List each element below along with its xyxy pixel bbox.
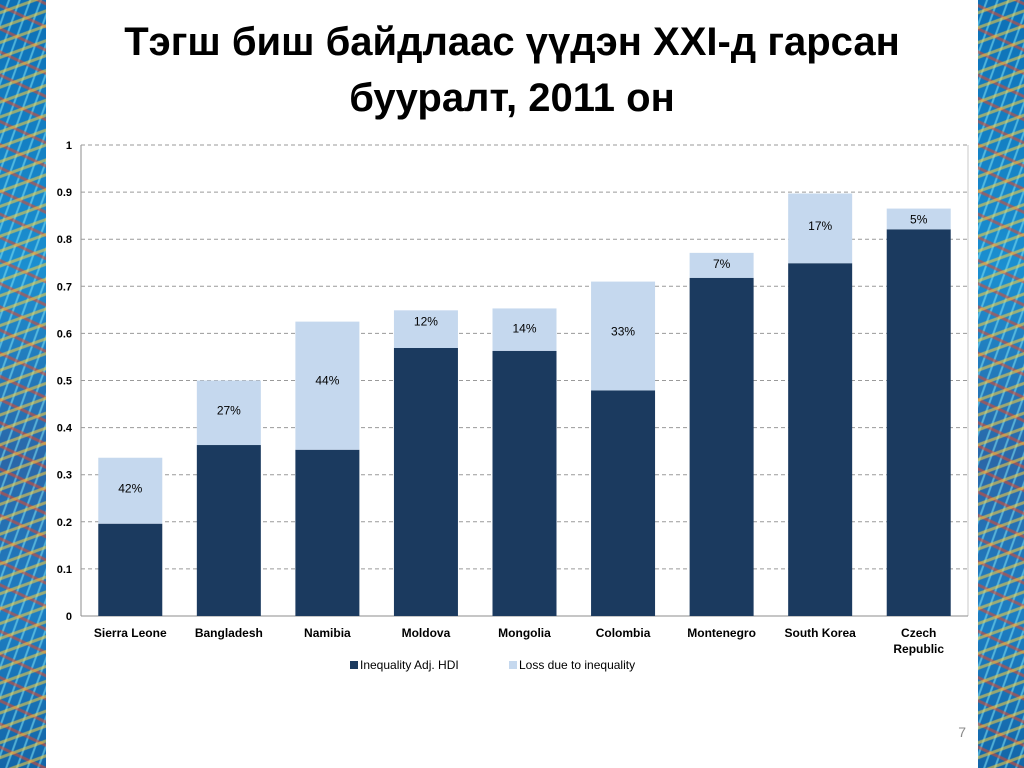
legend-label-loss-due-to-inequality: Loss due to inequality: [519, 658, 635, 672]
x-category-label: Republic: [893, 642, 944, 656]
x-category-label: Mongolia: [498, 626, 551, 640]
bar-loss-due-to-inequality: [295, 321, 360, 450]
slide-title-line-2: бууралт, 2011 он: [349, 76, 675, 120]
bar-loss-due-to-inequality: [591, 281, 656, 391]
bar-inequality-adj-hdi: [788, 263, 853, 616]
bar-loss-due-to-inequality: [98, 457, 163, 524]
y-tick-label: 0.5: [57, 376, 72, 388]
y-tick-label: 1: [66, 140, 72, 152]
bar-loss-due-to-inequality: [886, 208, 951, 230]
loss-percentage-label: 5%: [910, 213, 928, 227]
bar-loss-due-to-inequality: [492, 308, 557, 351]
bar-inequality-adj-hdi: [886, 229, 951, 616]
x-category-label: Bangladesh: [195, 626, 263, 640]
legend-label-inequality-adj-hdi: Inequality Adj. HDI: [360, 658, 459, 672]
y-tick-label: 0.6: [57, 328, 72, 340]
x-category-label: Montenegro: [687, 626, 756, 640]
bar-loss-due-to-inequality: [788, 193, 853, 264]
loss-percentage-label: 42%: [118, 481, 142, 495]
bar-inequality-adj-hdi: [196, 445, 261, 616]
loss-percentage-label: 14%: [512, 322, 536, 336]
bar-inequality-adj-hdi: [295, 449, 360, 616]
slide-title: Тэгш биш байдлаас үүдэн XXI-д гарсан буу…: [46, 14, 978, 126]
x-category-label: Namibia: [304, 626, 351, 640]
x-category-label: Sierra Leone: [94, 626, 167, 640]
x-category-label: Colombia: [596, 626, 651, 640]
bar-loss-due-to-inequality: [689, 252, 754, 278]
loss-percentage-label: 12%: [414, 314, 438, 328]
legend-swatch-inequality-adj-hdi: [350, 661, 358, 669]
loss-percentage-label: 33%: [611, 325, 635, 339]
y-tick-label: 0: [66, 611, 72, 623]
loss-percentage-label: 27%: [217, 404, 241, 418]
y-tick-label: 0.3: [57, 470, 72, 482]
y-tick-label: 0.7: [57, 281, 72, 293]
y-tick-label: 0.8: [57, 234, 72, 246]
bar-loss-due-to-inequality: [196, 380, 261, 446]
loss-percentage-label: 7%: [713, 257, 731, 271]
decorative-left-stripe: [0, 0, 46, 768]
y-tick-label: 0.4: [57, 423, 73, 435]
x-category-label: South Korea: [784, 626, 856, 640]
bar-inequality-adj-hdi: [492, 350, 557, 616]
y-tick-label: 0.2: [57, 517, 72, 529]
page-number: 7: [958, 724, 966, 740]
x-category-label: Moldova: [402, 626, 451, 640]
x-category-label: Czech: [901, 626, 936, 640]
y-tick-label: 0.1: [57, 564, 72, 576]
bar-inequality-adj-hdi: [393, 348, 458, 616]
y-tick-label: 0.9: [57, 187, 72, 199]
bar-inequality-adj-hdi: [591, 390, 656, 616]
bar-inequality-adj-hdi: [98, 523, 163, 616]
bar-inequality-adj-hdi: [689, 277, 754, 616]
stacked-bar-chart: 0 0.1 0.2 0.3 0.4 0.5 0.6 0.7 0.8 0.9 1 42% Sierra L…: [57, 140, 969, 672]
legend-swatch-loss-due-to-inequality: [509, 661, 517, 669]
decorative-right-stripe: [978, 0, 1024, 768]
slide-title-line-1: Тэгш биш байдлаас үүдэн XXI-д гарсан: [124, 20, 900, 64]
bar-loss-due-to-inequality: [393, 310, 458, 349]
loss-percentage-label: 44%: [315, 373, 339, 387]
loss-percentage-label: 17%: [808, 219, 832, 233]
